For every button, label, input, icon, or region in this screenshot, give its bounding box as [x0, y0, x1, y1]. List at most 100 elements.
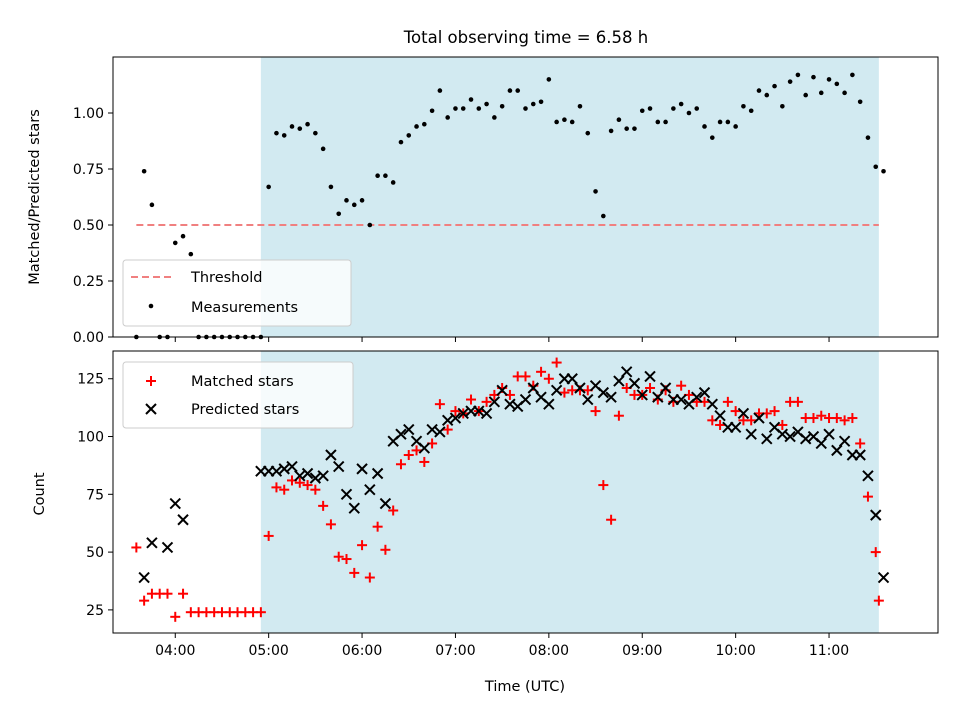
matched-star-point	[395, 459, 406, 470]
predicted-star-point	[286, 460, 298, 473]
predicted-star-point	[799, 433, 812, 445]
predicted-star-point	[543, 398, 555, 410]
measurement-point	[281, 133, 287, 138]
predicted-star-point	[823, 428, 835, 440]
y-tick-label: 0.50	[73, 218, 104, 234]
predicted-star-point	[706, 398, 718, 410]
matched-star-point	[862, 491, 873, 502]
measurement-point	[406, 133, 412, 138]
legend-matched-label: Matched stars	[191, 374, 294, 390]
matched-star-point	[481, 396, 492, 407]
measurement-point	[655, 119, 661, 125]
matched-star-point	[380, 544, 391, 555]
measurement-point	[842, 90, 847, 96]
x-tick-label: 04:00	[155, 643, 195, 659]
predicted-star-point	[613, 375, 625, 387]
predicted-star-point	[418, 442, 431, 454]
measurement-point	[639, 108, 645, 114]
measurement-point	[172, 240, 178, 246]
predicted-star-point	[870, 509, 882, 521]
matched-star-point	[839, 415, 850, 426]
predicted-star-point	[449, 412, 462, 424]
matched-star-point	[333, 551, 344, 562]
measurement-point	[850, 72, 855, 78]
observing-window-shade	[260, 57, 879, 337]
measurement-point	[460, 106, 466, 111]
predicted-star-point	[753, 412, 765, 424]
count-marks	[131, 357, 890, 622]
observing-window-shade	[260, 351, 879, 633]
predicted-star-point	[348, 502, 360, 514]
predicted-star-point	[636, 389, 648, 401]
measurement-point	[414, 124, 419, 129]
measurement-point	[484, 101, 489, 107]
measurement-point	[530, 101, 536, 107]
measurement-point	[344, 198, 349, 203]
matched-star-point	[613, 410, 624, 421]
matched-star-point	[434, 399, 445, 410]
matched-star-point	[466, 394, 477, 405]
measurement-point	[678, 101, 684, 107]
measurement-point	[725, 119, 731, 125]
predicted-star-point	[488, 396, 501, 408]
predicted-star-point	[278, 463, 290, 475]
measurement-point	[663, 119, 668, 125]
matched-star-point	[847, 413, 858, 424]
predicted-star-point	[519, 393, 532, 406]
predicted-star-point	[776, 428, 789, 440]
measurement-point	[585, 130, 591, 136]
measurement-point	[492, 115, 497, 120]
measurement-point	[647, 106, 653, 111]
measurement-point	[546, 77, 552, 82]
matched-star-point	[645, 382, 656, 393]
measurement-point	[741, 103, 746, 109]
x-tick-label: 10:00	[715, 643, 755, 659]
measurement-point	[188, 251, 194, 257]
matched-star-point	[419, 456, 430, 467]
measurement-point	[608, 128, 614, 134]
measurement-point	[632, 126, 637, 131]
chart-title: Total observing time = 6.58 h	[403, 28, 648, 47]
measurement-point	[507, 88, 513, 93]
matched-star-point	[792, 396, 803, 407]
x-tick-label: 07:00	[435, 643, 475, 659]
predicted-star-point	[550, 384, 563, 397]
measurement-point	[320, 146, 326, 152]
y-tick-label: 1.00	[73, 106, 104, 122]
measurement-point	[141, 168, 147, 174]
y-tick-label: 50	[86, 545, 104, 561]
measurement-point	[398, 139, 404, 145]
matched-star-point	[162, 588, 173, 599]
measurement-point	[180, 233, 186, 239]
matched-star-point	[411, 445, 422, 456]
measurement-point	[624, 126, 629, 131]
predicted-star-point	[698, 386, 711, 399]
predicted-star-point	[294, 470, 306, 482]
predicted-star-point	[177, 514, 189, 526]
predicted-star-point	[652, 391, 664, 403]
measurement-point	[351, 202, 357, 208]
measurement-point	[694, 106, 700, 111]
predicted-star-point	[784, 430, 796, 443]
measurement-point	[787, 79, 793, 84]
legend-measurement-label: Measurements	[191, 300, 298, 316]
predicted-star-point	[527, 382, 539, 394]
count-y-ticks: 25 50 75 100 125	[77, 372, 113, 619]
predicted-star-point	[356, 463, 368, 475]
measurement-point	[569, 119, 575, 125]
matched-star-point	[263, 530, 274, 541]
ratio-y-axis-label: Matched/Predicted stars	[27, 109, 43, 285]
ratio-panel: 0.00 0.25 0.50 0.75 1.00 Matched/Predicted s…	[27, 56, 939, 346]
predicted-star-point	[714, 410, 726, 422]
y-tick-label: 100	[77, 430, 104, 446]
matched-star-point	[873, 595, 884, 606]
predicted-star-point	[371, 467, 384, 480]
measurement-point	[390, 180, 396, 185]
measurement-point	[881, 168, 886, 174]
matched-star-point	[808, 413, 819, 424]
matched-star-point	[403, 450, 414, 461]
measurement-point	[336, 211, 342, 217]
measurement-point	[274, 130, 279, 136]
measurement-point	[149, 202, 155, 208]
